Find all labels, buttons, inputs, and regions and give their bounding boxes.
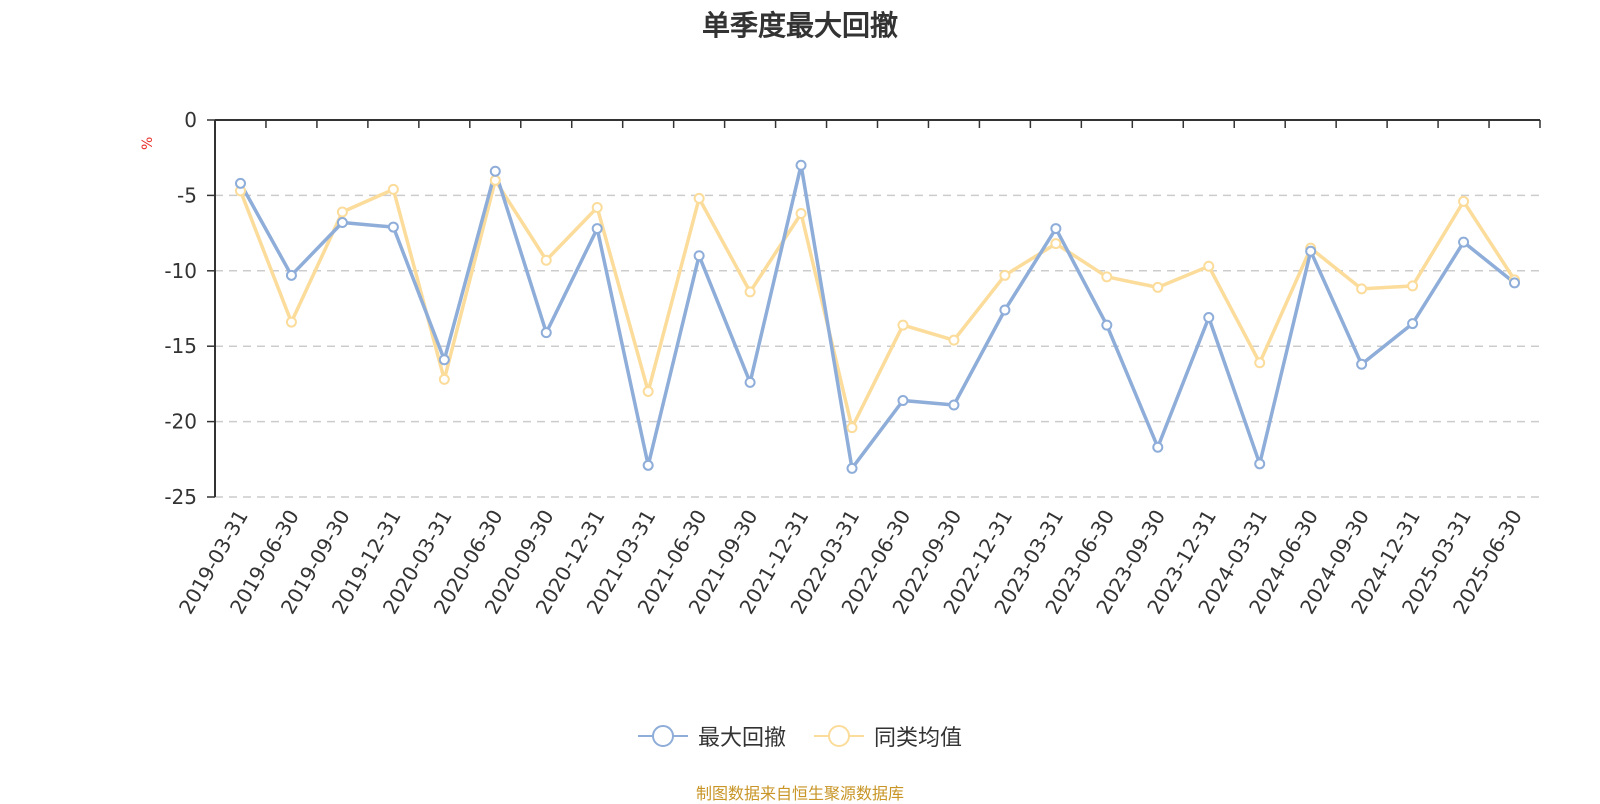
data-point-peer-average[interactable] xyxy=(1152,281,1164,293)
data-point-max-drawdown[interactable] xyxy=(285,269,297,281)
data-point-max-drawdown[interactable] xyxy=(1050,223,1062,235)
data-point-peer-average[interactable] xyxy=(1254,357,1266,369)
data-point-max-drawdown[interactable] xyxy=(1254,458,1266,470)
series-lines xyxy=(238,163,1516,471)
data-point-peer-average[interactable] xyxy=(489,174,501,186)
data-point-max-drawdown[interactable] xyxy=(744,376,756,388)
data-point-max-drawdown[interactable] xyxy=(999,304,1011,316)
data-point-peer-average[interactable] xyxy=(1458,195,1470,207)
data-point-peer-average[interactable] xyxy=(846,422,858,434)
data-point-max-drawdown[interactable] xyxy=(540,327,552,339)
legend: 最大回撤 同类均值 xyxy=(0,720,1600,752)
data-point-max-drawdown[interactable] xyxy=(1152,441,1164,453)
chart-title: 单季度最大回撤 xyxy=(701,9,898,42)
y-tick-label: -25 xyxy=(164,485,197,509)
data-point-peer-average[interactable] xyxy=(336,206,348,218)
legend-item-max-drawdown[interactable]: 最大回撤 xyxy=(637,720,786,752)
data-point-max-drawdown[interactable] xyxy=(693,250,705,262)
y-tick-label: -5 xyxy=(177,183,197,207)
data-point-max-drawdown[interactable] xyxy=(489,165,501,177)
data-point-peer-average[interactable] xyxy=(897,319,909,331)
data-source-note: 制图数据来自恒生聚源数据库 xyxy=(695,784,904,803)
legend-label-max-drawdown: 最大回撤 xyxy=(697,726,786,751)
legend-swatch-circle-icon xyxy=(814,725,864,747)
x-tick-labels: 2019-03-312019-06-302019-09-302019-12-31… xyxy=(174,505,1527,618)
data-point-peer-average[interactable] xyxy=(438,373,450,385)
data-point-peer-average[interactable] xyxy=(1101,271,1113,283)
data-point-max-drawdown[interactable] xyxy=(1305,245,1317,257)
data-point-peer-average[interactable] xyxy=(1356,283,1368,295)
data-point-max-drawdown[interactable] xyxy=(1509,277,1521,289)
data-point-peer-average[interactable] xyxy=(999,269,1011,281)
data-point-max-drawdown[interactable] xyxy=(846,462,858,474)
data-point-peer-average[interactable] xyxy=(948,334,960,346)
data-point-max-drawdown[interactable] xyxy=(234,177,246,189)
data-point-max-drawdown[interactable] xyxy=(1203,312,1215,324)
data-point-max-drawdown[interactable] xyxy=(1407,318,1419,330)
data-point-peer-average[interactable] xyxy=(744,286,756,298)
data-point-max-drawdown[interactable] xyxy=(1101,319,1113,331)
data-point-peer-average[interactable] xyxy=(1050,238,1062,250)
data-point-max-drawdown[interactable] xyxy=(897,394,909,406)
data-point-peer-average[interactable] xyxy=(285,316,297,328)
data-point-max-drawdown[interactable] xyxy=(438,354,450,366)
data-point-max-drawdown[interactable] xyxy=(642,459,654,471)
data-point-max-drawdown[interactable] xyxy=(795,159,807,171)
data-point-max-drawdown[interactable] xyxy=(1356,358,1368,370)
data-point-peer-average[interactable] xyxy=(642,385,654,397)
data-point-peer-average[interactable] xyxy=(540,254,552,266)
legend-label-peer-average: 同类均值 xyxy=(874,726,963,751)
legend-item-peer-average[interactable]: 同类均值 xyxy=(814,720,962,752)
y-tick-label: -15 xyxy=(164,334,197,358)
y-tick-labels: 0 -5 -10 -15 -20 -25 xyxy=(164,108,197,509)
data-point-peer-average[interactable] xyxy=(1203,260,1215,272)
data-point-peer-average[interactable] xyxy=(693,192,705,204)
y-tick-label: -20 xyxy=(164,410,197,434)
grid-lines xyxy=(215,194,1540,498)
data-point-max-drawdown[interactable] xyxy=(1458,236,1470,248)
data-point-max-drawdown[interactable] xyxy=(591,223,603,235)
data-point-max-drawdown[interactable] xyxy=(387,221,399,233)
series-line-max-drawdown xyxy=(238,163,1516,471)
data-point-peer-average[interactable] xyxy=(1407,280,1419,292)
y-tick-label: -10 xyxy=(164,259,197,283)
legend-swatch-circle-icon xyxy=(637,725,688,747)
data-point-max-drawdown[interactable] xyxy=(948,399,960,411)
data-point-peer-average[interactable] xyxy=(591,201,603,213)
y-tick-label: 0 xyxy=(184,108,197,132)
data-point-peer-average[interactable] xyxy=(795,207,807,219)
data-point-max-drawdown[interactable] xyxy=(336,217,348,229)
data-point-peer-average[interactable] xyxy=(387,183,399,195)
series-line-peer-average xyxy=(238,178,1516,430)
series-points xyxy=(234,159,1521,474)
axes xyxy=(207,119,1541,498)
